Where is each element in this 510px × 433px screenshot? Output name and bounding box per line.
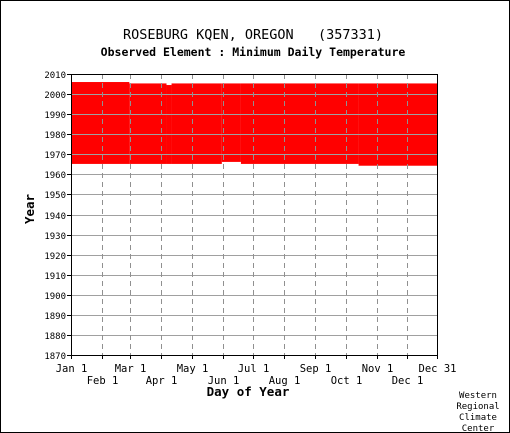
x-tick-label: May 1 (177, 363, 209, 375)
x-tick-label: Oct 1 (331, 375, 363, 387)
y-tick-label: 2010 (44, 71, 66, 81)
y-axis-ticks: 1870 1880 1890 1900 1910 1920 1930 1940 1950 1960… (44, 71, 71, 362)
wrcc-credit: Western Regional Climate Center (456, 391, 499, 432)
credit-line: Western (459, 391, 497, 401)
y-tick-label: 1890 (44, 312, 66, 322)
x-tick-label: Dec 31 (419, 363, 457, 375)
chart-title: ROSEBURG KQEN, OREGON (357331) (123, 27, 383, 43)
data-coverage-bar (171, 83, 222, 164)
y-tick-label: 2000 (44, 91, 66, 101)
x-tick-label: Jun 1 (208, 375, 240, 387)
y-tick-label: 1940 (44, 212, 66, 222)
y-tick-label: 1930 (44, 232, 66, 242)
y-tick-label: 1950 (44, 191, 66, 201)
y-tick-label: 1920 (44, 252, 66, 262)
y-tick-label: 1980 (44, 131, 66, 141)
x-tick-label: Jul 1 (238, 363, 270, 375)
data-coverage-bar (166, 85, 172, 164)
x-tick-label: Sep 1 (300, 363, 332, 375)
y-tick-label: 1900 (44, 292, 66, 302)
x-tick-label: Aug 1 (269, 375, 301, 387)
y-tick-label: 1910 (44, 272, 66, 282)
credit-line: Regional (456, 402, 499, 412)
x-tick-label: Nov 1 (362, 363, 394, 375)
x-tick-label: Dec 1 (392, 375, 424, 387)
data-coverage-layer (71, 82, 437, 166)
x-tick-label: Jan 1 (56, 363, 88, 375)
data-coverage-bar (358, 83, 437, 166)
x-axis-ticks: Jan 1 Mar 1 May 1 Jul 1 Sep 1 Nov 1 Dec 31 Feb … (56, 355, 457, 387)
data-coverage-bar (71, 82, 130, 164)
y-axis-label: Year (22, 193, 37, 224)
chart-subtitle: Observed Element : Minimum Daily Tempera… (101, 45, 406, 59)
x-tick-label: Feb 1 (87, 375, 119, 387)
data-coverage-bar (240, 83, 359, 164)
plot-area-border (71, 74, 438, 356)
x-tick-label: Apr 1 (146, 375, 178, 387)
data-coverage-bar (221, 83, 241, 162)
x-axis-label: Day of Year (207, 384, 290, 399)
data-coverage-bar (129, 83, 167, 164)
x-tick-label: Mar 1 (115, 363, 147, 375)
y-tick-label: 1880 (44, 332, 66, 342)
credit-line: Climate (459, 413, 497, 423)
y-tick-label: 1870 (44, 352, 66, 362)
credit-line: Center (462, 424, 495, 432)
y-tick-label: 1970 (44, 151, 66, 161)
y-tick-label: 1990 (44, 111, 66, 121)
y-tick-label: 1960 (44, 171, 66, 181)
